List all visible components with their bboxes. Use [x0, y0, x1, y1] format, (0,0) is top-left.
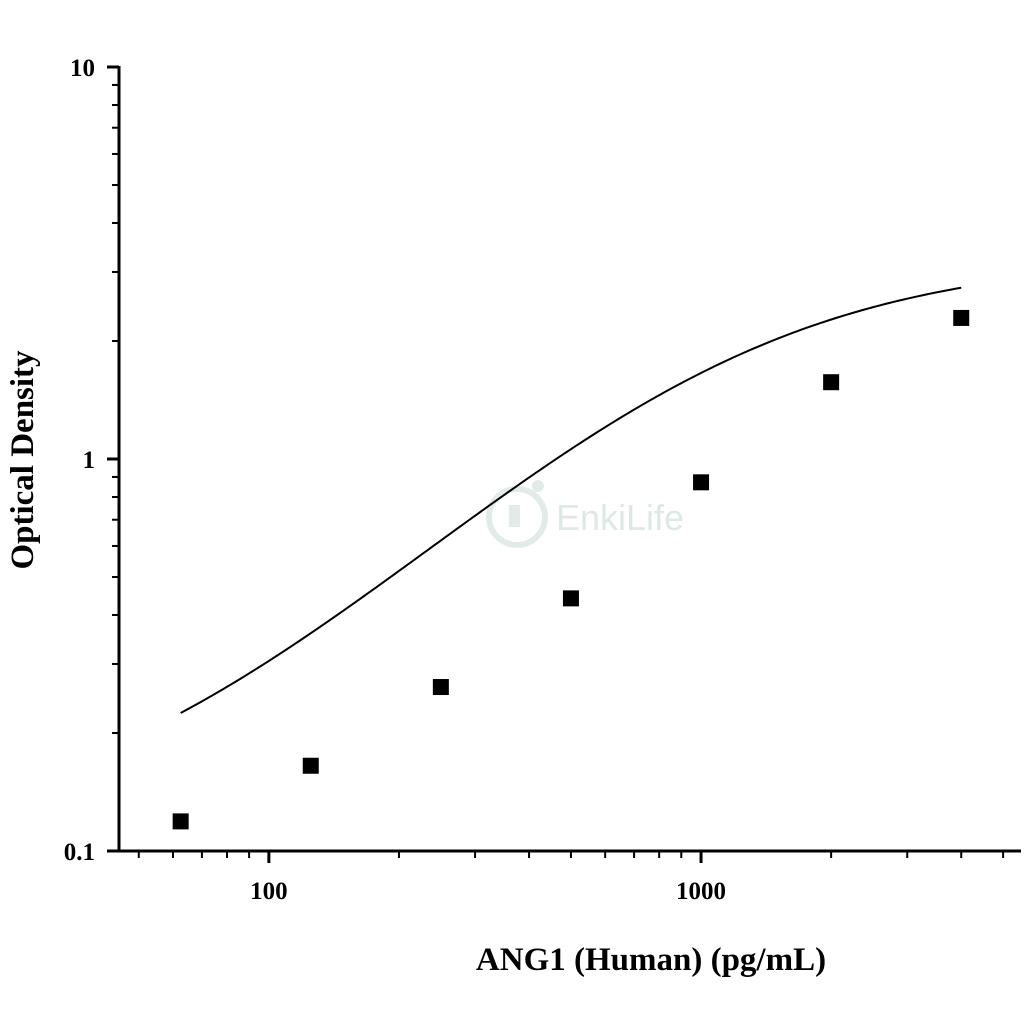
watermark-text: EnkiLife — [556, 497, 684, 538]
data-point — [693, 474, 710, 491]
x-axis-title: ANG1 (Human) (pg/mL) — [476, 942, 826, 978]
data-point — [562, 590, 579, 607]
x-tick-label: 100 — [250, 878, 288, 905]
watermark: EnkiLife — [486, 480, 684, 548]
y-tick-label: 1 — [83, 447, 96, 474]
x-tick-label: 1000 — [676, 878, 726, 905]
plot-layer — [172, 286, 970, 830]
y-tick-label: 0.1 — [64, 839, 95, 866]
axes-layer: 0.1 1 10 100 1000 — [64, 55, 1021, 905]
data-point — [823, 374, 840, 391]
data-point — [172, 813, 189, 830]
fit-curve-line — [180, 286, 962, 714]
y-axis-title: Optical Density — [5, 350, 41, 570]
data-point — [432, 679, 449, 696]
y-tick-label: 10 — [70, 55, 95, 82]
data-point — [302, 757, 319, 774]
watermark-logo-icon — [486, 480, 548, 548]
data-point — [953, 309, 970, 326]
